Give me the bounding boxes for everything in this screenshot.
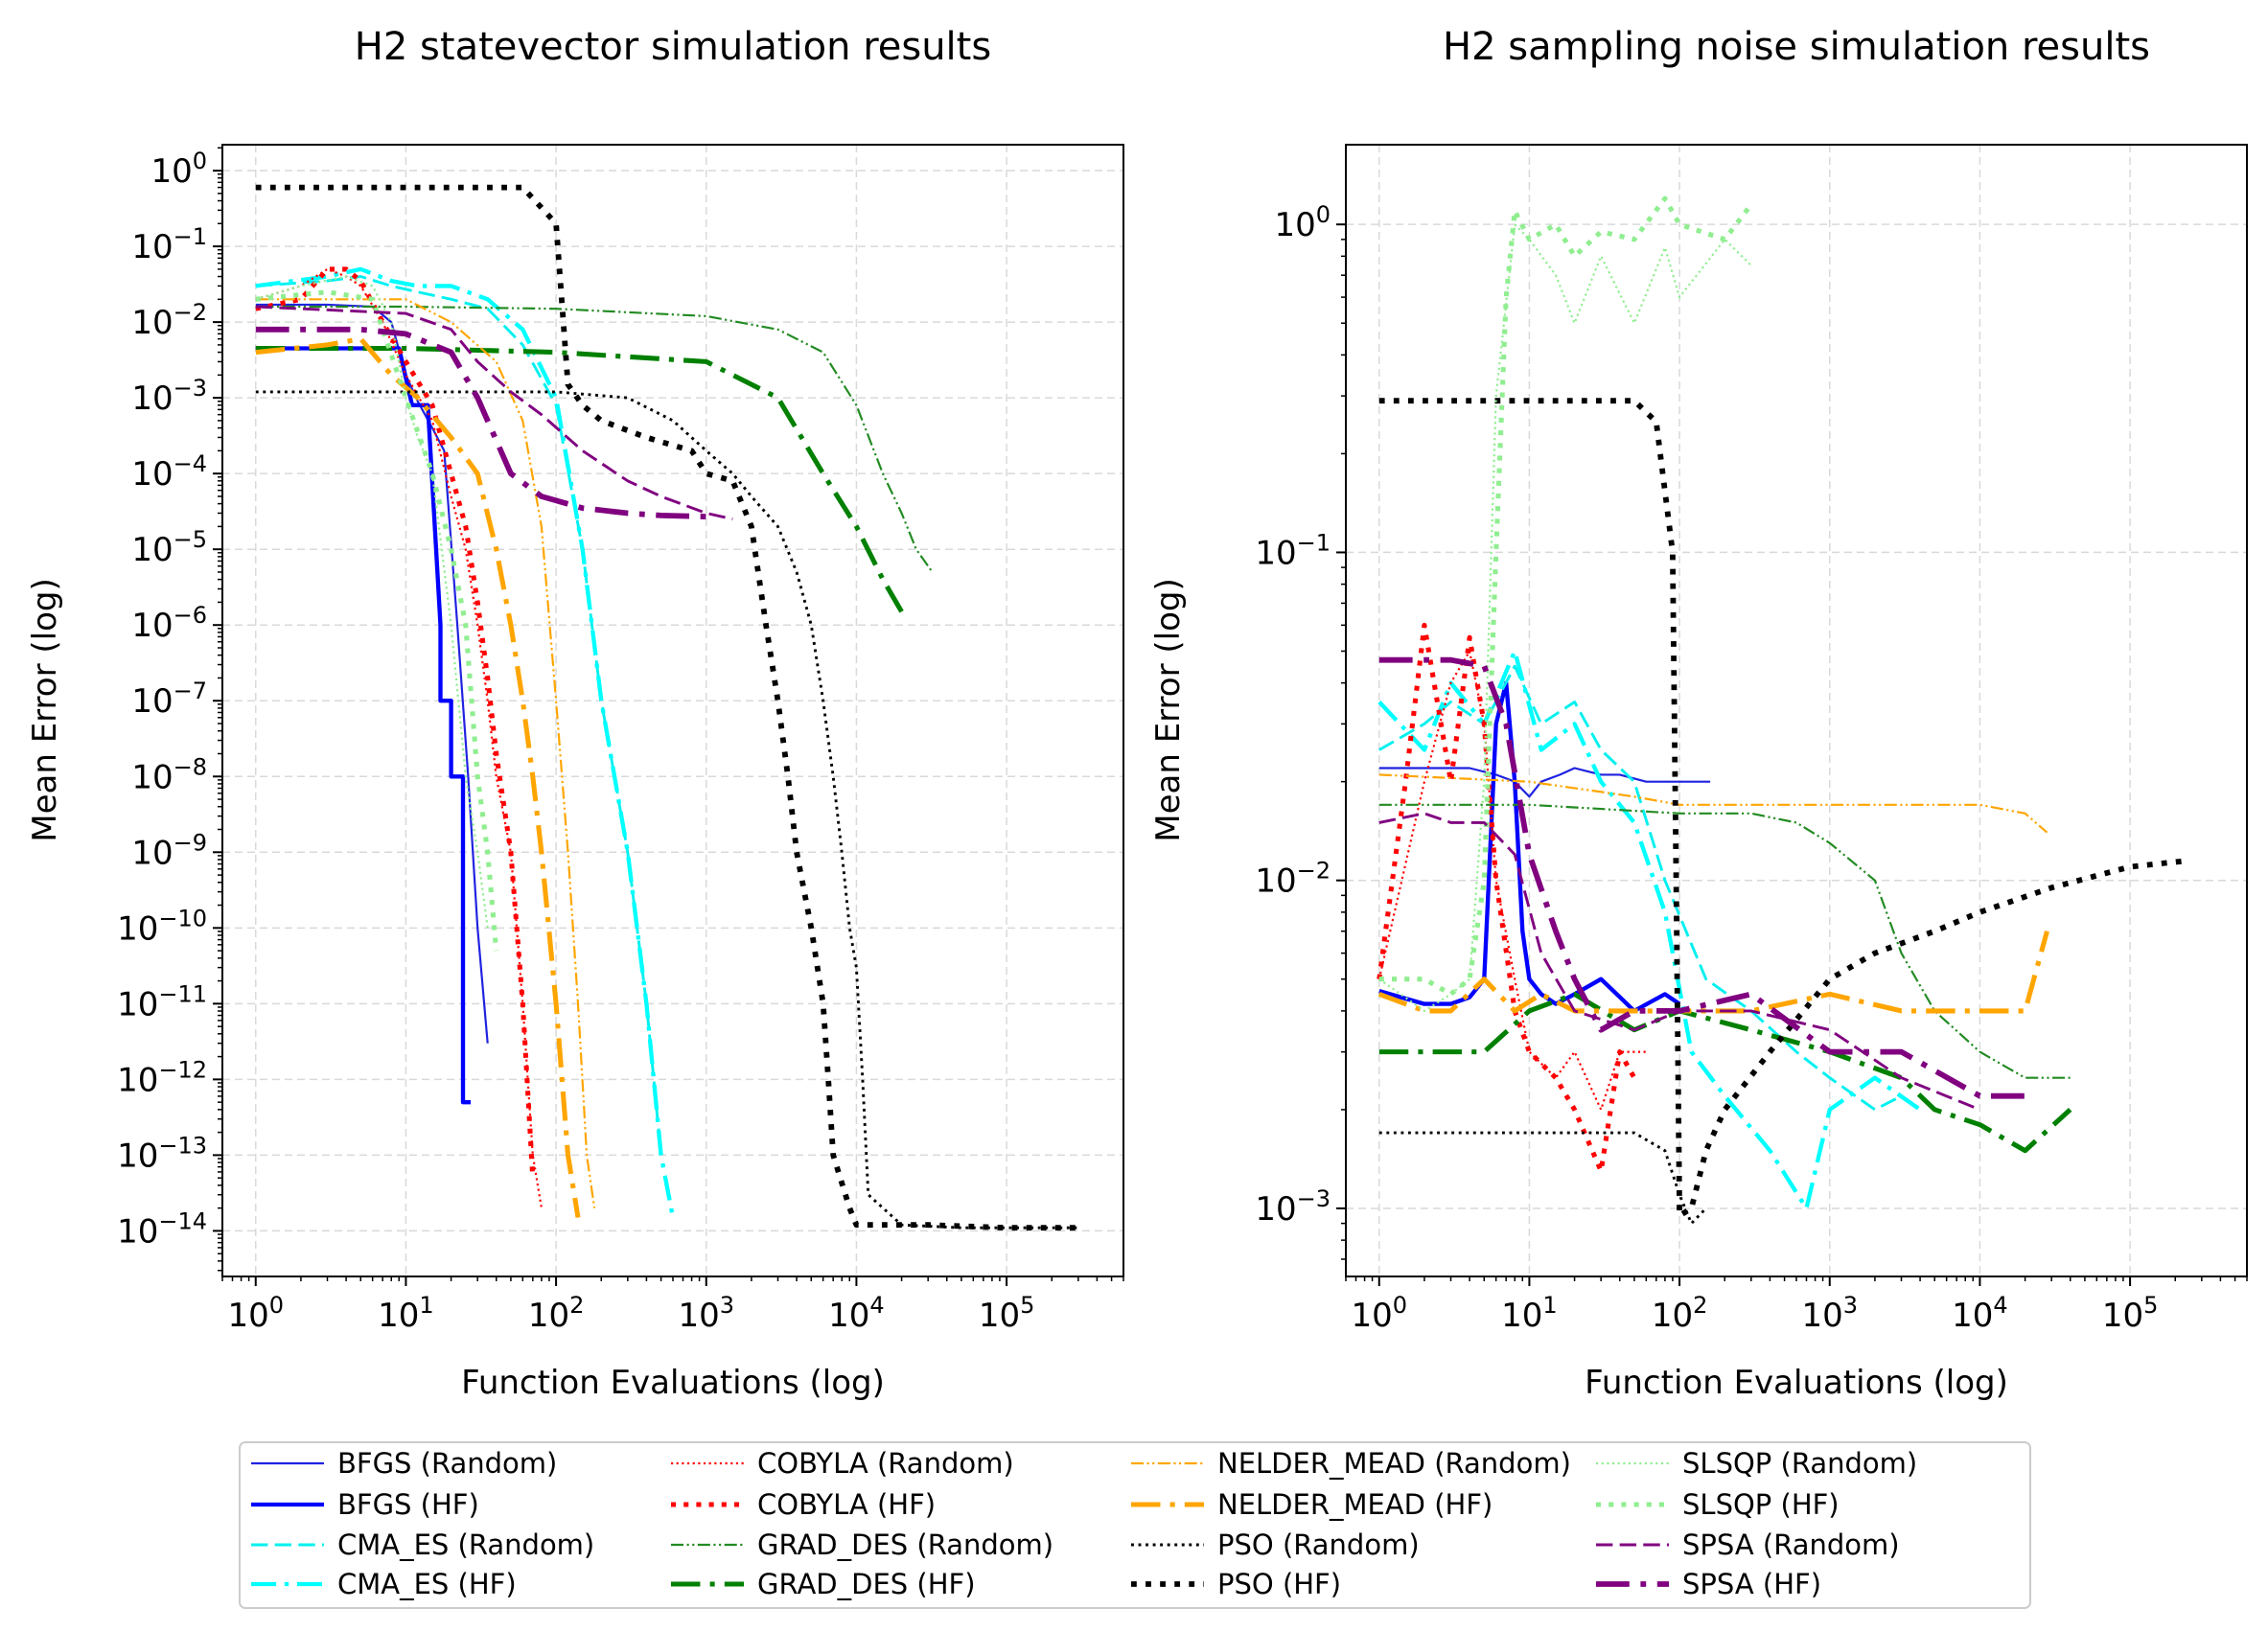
left-x-tick-label: 105 <box>979 1292 1035 1335</box>
right-series-spsa-hf <box>1378 656 2025 1099</box>
left-series-pso-random <box>255 390 1078 1230</box>
right-series-nelder-mead-random <box>1378 773 2048 834</box>
right-series-nelder-mead-hf <box>1377 931 2049 1014</box>
left-y-tick-label: 10−5 <box>131 526 207 569</box>
left-series-spsa-hf <box>255 326 706 519</box>
left-y-tick-label: 10−13 <box>117 1132 207 1175</box>
left-series-pso-hf <box>255 184 1078 1231</box>
left-x-tick-label: 101 <box>378 1292 434 1335</box>
legend: BFGS (Random) BFGS (HF) CMA_ES (Random) CMA… <box>239 1441 2031 1609</box>
left-series-slsqp-random <box>255 275 489 929</box>
left-series-slsqp-hf <box>255 289 499 952</box>
left-y-tick-label: 10−6 <box>131 602 207 645</box>
legend-label-bfgs-hf: BFGS (HF) <box>337 1488 479 1521</box>
legend-label-spsa-hf: SPSA (HF) <box>1682 1568 1821 1600</box>
legend-label-pso-random: PSO (Random) <box>1217 1529 1420 1561</box>
right-y-axis-label: Mean Error (log) <box>1149 578 1188 842</box>
right-chart-title: H2 sampling noise simulation results <box>1443 25 2150 69</box>
right-series-bfgs-hf <box>1378 680 1681 1014</box>
right-x-tick-label: 104 <box>1952 1292 2008 1335</box>
right-y-tick-label: 10−1 <box>1255 529 1331 572</box>
left-series-bfgs-random <box>255 303 489 1044</box>
legend-label-slsqp-random: SLSQP (Random) <box>1682 1447 1917 1480</box>
right-series-spsa-random <box>1378 812 1980 1112</box>
legend-label-bfgs-random: BFGS (Random) <box>337 1447 557 1480</box>
right-series-slsqp-hf <box>1378 195 1753 997</box>
left-series-cma-es-hf <box>255 266 676 1218</box>
right-x-tick-label: 103 <box>1801 1292 1858 1335</box>
right-chart-panel: H2 sampling noise simulation results 100… <box>1149 25 2248 1402</box>
right-series-grad-des-random <box>1378 803 2071 1079</box>
left-y-tick-label: 10−4 <box>131 450 207 494</box>
right-series-group <box>1377 195 2190 1226</box>
left-series-nelder-mead-hf <box>255 336 581 1218</box>
right-series-cma-es-hf <box>1377 649 1922 1211</box>
legend-label-nelder-mead-hf: NELDER_MEAD (HF) <box>1217 1488 1493 1521</box>
left-y-tick-label: 10−2 <box>131 299 207 342</box>
left-y-tick-label: 10−7 <box>131 678 207 721</box>
left-chart-title: H2 statevector simulation results <box>355 25 991 69</box>
legend-label-cma-es-hf: CMA_ES (HF) <box>337 1568 517 1600</box>
left-y-tick-label: 100 <box>150 148 207 191</box>
right-y-tick-label: 10−3 <box>1255 1185 1331 1229</box>
legend-label-grad-des-hf: GRAD_DES (HF) <box>757 1568 976 1600</box>
right-series-cobyla-hf <box>1377 622 1637 1174</box>
right-x-axis-label: Function Evaluations (log) <box>1585 1364 2008 1402</box>
left-x-tick-label: 103 <box>678 1292 734 1335</box>
right-series-cma-es-random <box>1378 664 1903 1112</box>
legend-label-grad-des-random: GRAD_DES (Random) <box>757 1529 1053 1561</box>
left-chart-panel: H2 statevector simulation results 100 101… <box>26 25 1124 1402</box>
left-x-tick-label: 100 <box>227 1292 284 1335</box>
right-grid <box>1346 145 2247 1276</box>
right-series-slsqp-random <box>1378 223 1752 1012</box>
legend-label-cobyla-hf: COBYLA (HF) <box>757 1488 936 1521</box>
right-ticks: 100 101 102 103 104 105 100 10−1 10−2 10−3 <box>1255 201 2248 1335</box>
legend-label-cobyla-random: COBYLA (Random) <box>757 1447 1014 1480</box>
right-x-tick-label: 101 <box>1501 1292 1558 1335</box>
legend-items: BFGS (Random) BFGS (HF) CMA_ES (Random) CMA… <box>251 1447 1917 1600</box>
left-series-spsa-random <box>255 305 733 521</box>
left-series-bfgs-hf <box>255 346 471 1105</box>
left-y-tick-label: 10−3 <box>131 375 207 418</box>
left-series-group <box>255 184 1078 1231</box>
legend-label-nelder-mead-random: NELDER_MEAD (Random) <box>1217 1447 1571 1480</box>
left-x-tick-label: 102 <box>528 1292 585 1335</box>
legend-label-spsa-random: SPSA (Random) <box>1682 1529 1900 1561</box>
right-x-tick-label: 105 <box>2102 1292 2159 1335</box>
legend-label-slsqp-hf: SLSQP (HF) <box>1682 1488 1840 1521</box>
left-grid <box>222 145 1123 1276</box>
left-series-grad-des-random <box>255 305 934 573</box>
right-y-tick-label: 100 <box>1274 201 1331 244</box>
right-y-tick-label: 10−2 <box>1255 858 1331 901</box>
left-x-tick-label: 104 <box>828 1292 885 1335</box>
left-ticks: 100 101 102 103 104 105 100 10−1 10−2 10−3 10−4 10−… <box>117 147 1124 1335</box>
right-series-pso-random <box>1378 1131 1707 1226</box>
left-y-axis-label: Mean Error (log) <box>26 578 64 842</box>
legend-label-cma-es-random: CMA_ES (Random) <box>337 1529 594 1561</box>
right-series-pso-hf <box>1378 398 2190 1219</box>
left-series-cobyla-hf <box>255 266 536 1179</box>
left-series-cobyla-random <box>255 267 543 1208</box>
left-y-tick-label: 10−9 <box>131 829 207 872</box>
left-y-tick-label: 10−8 <box>131 753 207 796</box>
left-y-tick-label: 10−12 <box>117 1056 207 1099</box>
left-series-cma-es-random <box>255 275 663 1156</box>
right-x-tick-label: 102 <box>1652 1292 1708 1335</box>
right-series-bfgs-random <box>1378 767 1711 798</box>
right-x-tick-label: 100 <box>1351 1292 1407 1335</box>
left-y-tick-label: 10−11 <box>117 980 207 1023</box>
right-series-cobyla-random <box>1377 650 1647 1111</box>
left-x-axis-label: Function Evaluations (log) <box>461 1364 885 1402</box>
left-series-grad-des-hf <box>255 345 904 613</box>
right-series-grad-des-hf <box>1378 991 2072 1154</box>
left-y-tick-label: 10−14 <box>117 1207 207 1251</box>
legend-box <box>239 1441 2031 1609</box>
left-y-tick-label: 10−10 <box>117 905 207 948</box>
legend-label-pso-hf: PSO (HF) <box>1217 1568 1341 1600</box>
left-series-nelder-mead-random <box>255 298 596 1208</box>
left-y-tick-label: 10−1 <box>131 223 207 266</box>
